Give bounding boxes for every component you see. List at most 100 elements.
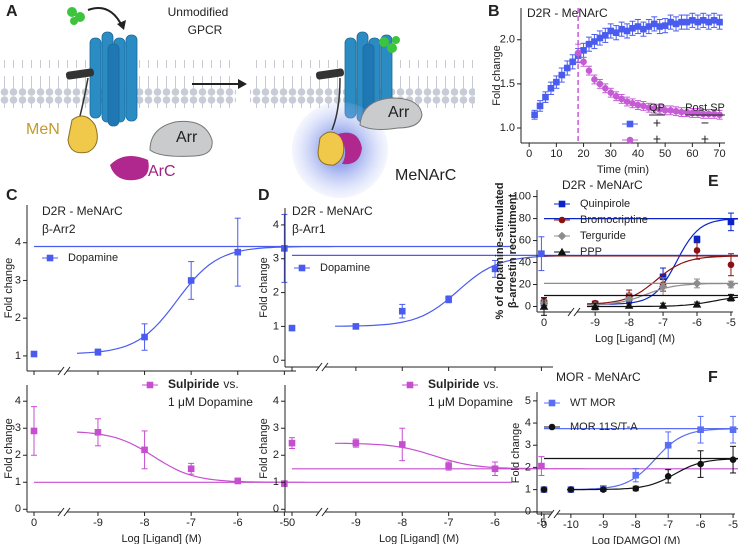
label: Arr	[388, 104, 410, 121]
axis-break	[315, 507, 323, 517]
y-tick-label: 0	[15, 503, 21, 515]
marker	[602, 32, 609, 39]
marker	[591, 38, 598, 45]
legend-label: MOR 11S/T-A	[570, 421, 638, 433]
marker	[30, 350, 38, 358]
y-tick-label: 1.0	[500, 122, 515, 134]
marker	[716, 18, 723, 26]
marker	[445, 296, 452, 303]
label: MeNArC	[395, 167, 456, 184]
x-axis-label: Log [Ligand] (M)	[121, 533, 201, 544]
y-tick-label: 3	[273, 422, 279, 434]
y-tick-label: 4	[15, 395, 21, 407]
x-tick-label: -6	[490, 517, 500, 529]
y-axis-label: Fold change	[258, 418, 270, 479]
legend-label: 1 μM Dopamine	[428, 395, 513, 409]
panel-letter: A	[6, 3, 18, 20]
marker	[683, 108, 691, 116]
x-tick-label: -10	[563, 519, 579, 531]
x-tick-label: -9	[93, 517, 103, 529]
panel-letter: B	[488, 3, 500, 20]
marker	[288, 439, 296, 447]
x-tick-label: 60	[686, 148, 698, 160]
arrow	[87, 7, 123, 27]
label: ArC	[148, 163, 176, 180]
marker	[352, 323, 360, 330]
x-tick-label: -9	[598, 519, 608, 531]
label: MeN	[26, 121, 60, 138]
marker	[234, 248, 242, 256]
arc-blob	[110, 156, 149, 181]
marker	[585, 67, 593, 74]
marker	[187, 277, 195, 284]
marker	[692, 300, 702, 308]
marker	[710, 110, 718, 118]
marker	[281, 480, 288, 487]
x-tick-label: -6	[696, 519, 706, 531]
marker	[558, 71, 566, 79]
y-tick-label: 1.5	[500, 78, 515, 90]
marker	[94, 348, 102, 356]
marker	[683, 18, 691, 26]
marker	[596, 34, 604, 42]
y-tick-label: 4	[525, 417, 531, 429]
legend-label: Sulpiride	[168, 377, 220, 391]
y-tick-label: 3	[273, 253, 279, 265]
marker	[591, 76, 598, 83]
y-axis-label: Fold change	[3, 418, 15, 479]
y-tick-label: 3	[525, 439, 531, 451]
x-tick-label: -8	[631, 519, 641, 531]
marker	[661, 22, 669, 29]
marker	[536, 102, 544, 110]
y-tick-label: 100	[513, 191, 531, 203]
y-tick-label: 0	[525, 300, 531, 312]
fit-curve	[34, 431, 512, 483]
legend-label: Bromocriptine	[580, 214, 648, 226]
marker	[689, 17, 696, 24]
x-tick-label: 20	[577, 148, 589, 160]
y-axis-label: Fold change	[510, 423, 522, 484]
x-tick-label: 40	[632, 148, 644, 160]
marker	[727, 218, 735, 226]
x-tick-label: -7	[186, 517, 196, 529]
marker	[656, 23, 664, 30]
marker	[539, 302, 549, 310]
x-tick-label: 0	[541, 317, 547, 329]
axis-break	[57, 507, 65, 517]
marker	[672, 20, 680, 28]
marker	[640, 25, 647, 33]
marker	[580, 58, 587, 66]
y-tick-label: 1	[15, 350, 21, 362]
marker	[540, 486, 548, 493]
marker	[590, 302, 600, 310]
label: Unmodified	[168, 5, 229, 19]
marker	[607, 27, 615, 35]
marker	[94, 428, 102, 436]
legend-label: vs.	[483, 377, 498, 391]
marker	[557, 231, 567, 241]
x-tick-label: 50	[659, 148, 671, 160]
y-tick-label: 1	[15, 476, 21, 488]
marker	[618, 25, 625, 33]
legend-label: vs.	[223, 377, 238, 391]
marker	[398, 307, 406, 315]
y-tick-label: 0	[525, 506, 531, 518]
panel-letter: C	[6, 187, 18, 204]
y-tick-label: 0	[273, 503, 279, 515]
legend-sign: −	[701, 115, 709, 131]
x-tick-label: -5	[726, 317, 736, 329]
marker	[632, 471, 640, 479]
panel-letter: F	[708, 369, 718, 386]
y-tick-label: 1	[273, 320, 279, 332]
arr-blob	[359, 97, 423, 130]
marker	[697, 426, 704, 434]
legend-label: PPP	[580, 246, 602, 258]
linker	[79, 77, 89, 117]
marker	[693, 247, 701, 254]
marker	[298, 264, 306, 272]
marker	[699, 17, 707, 24]
axis-break	[57, 366, 65, 376]
x-tick-label: 0	[31, 517, 37, 529]
marker	[623, 27, 631, 35]
